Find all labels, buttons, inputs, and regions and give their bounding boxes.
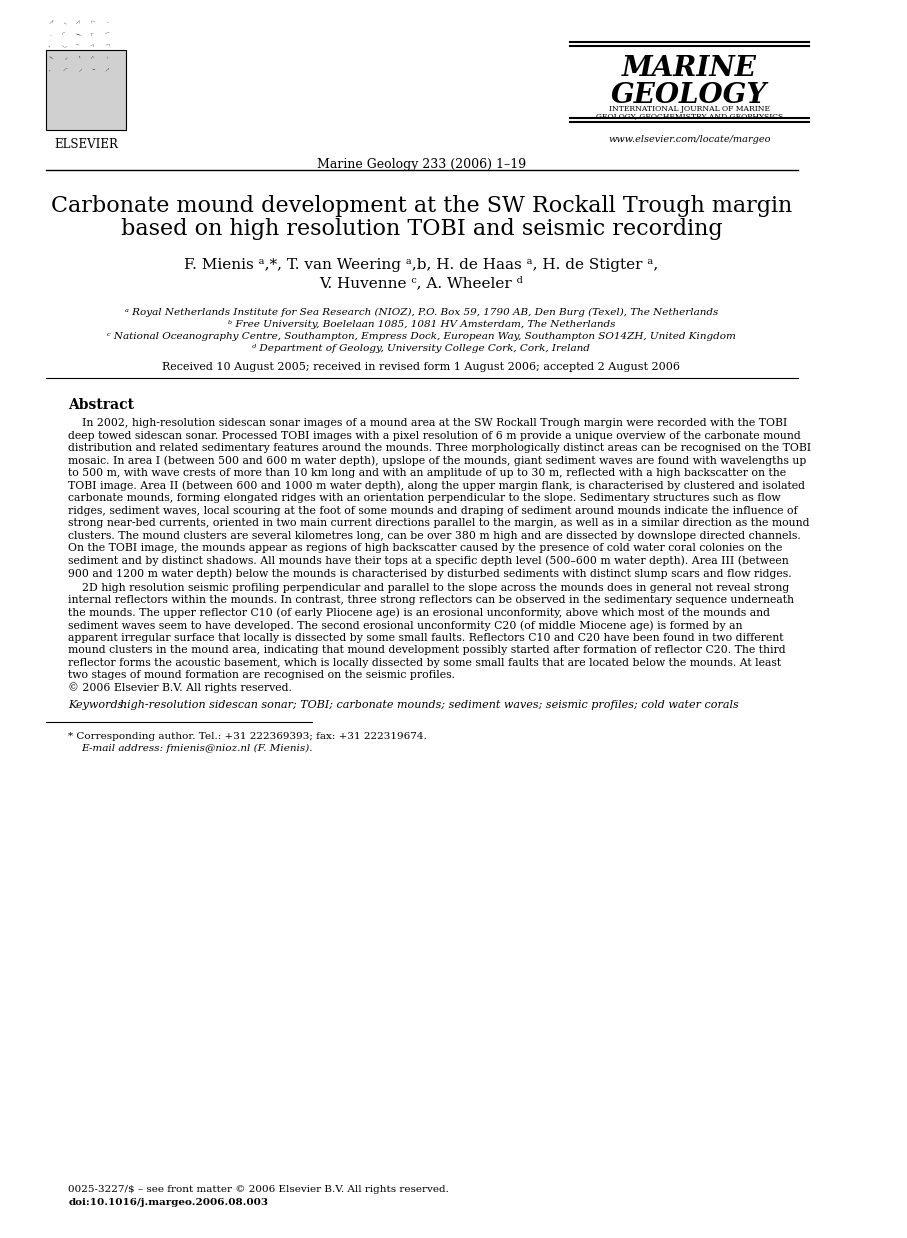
Text: 0025-3227/$ – see front matter © 2006 Elsevier B.V. All rights reserved.: 0025-3227/$ – see front matter © 2006 El… [68,1185,449,1193]
Text: * Corresponding author. Tel.: +31 222369393; fax: +31 222319674.: * Corresponding author. Tel.: +31 222369… [68,732,427,742]
Text: www.elsevier.com/locate/margeo: www.elsevier.com/locate/margeo [608,135,771,144]
Text: high-resolution sidescan sonar; TOBI; carbonate mounds; sediment waves; seismic : high-resolution sidescan sonar; TOBI; ca… [120,699,738,711]
Text: Received 10 August 2005; received in revised form 1 August 2006; accepted 2 Augu: Received 10 August 2005; received in rev… [162,361,680,371]
Text: mound clusters in the mound area, indicating that mound development possibly sta: mound clusters in the mound area, indica… [68,645,786,655]
Text: On the TOBI image, the mounds appear as regions of high backscatter caused by th: On the TOBI image, the mounds appear as … [68,543,783,553]
Text: © 2006 Elsevier B.V. All rights reserved.: © 2006 Elsevier B.V. All rights reserved… [68,682,292,693]
Text: clusters. The mound clusters are several kilometres long, can be over 380 m high: clusters. The mound clusters are several… [68,531,801,541]
Text: Keywords:: Keywords: [68,699,128,711]
Text: two stages of mound formation are recognised on the seismic profiles.: two stages of mound formation are recogn… [68,670,455,680]
Text: ᵇ Free University, Boelelaan 1085, 1081 HV Amsterdam, The Netherlands: ᵇ Free University, Boelelaan 1085, 1081 … [228,319,615,329]
Text: In 2002, high-resolution sidescan sonar images of a mound area at the SW Rockall: In 2002, high-resolution sidescan sonar … [82,418,787,428]
Text: the mounds. The upper reflector C10 (of early Pliocene age) is an erosional unco: the mounds. The upper reflector C10 (of … [68,608,770,618]
Text: doi:10.1016/j.margeo.2006.08.003: doi:10.1016/j.margeo.2006.08.003 [68,1198,268,1207]
Text: mosaic. In area I (between 500 and 600 m water depth), upslope of the mounds, gi: mosaic. In area I (between 500 and 600 m… [68,456,806,465]
Text: TOBI image. Area II (between 600 and 1000 m water depth), along the upper margin: TOBI image. Area II (between 600 and 100… [68,480,805,491]
Text: F. Mienis ᵃ,*, T. van Weering ᵃ,b, H. de Haas ᵃ, H. de Stigter ᵃ,: F. Mienis ᵃ,*, T. van Weering ᵃ,b, H. de… [184,258,658,272]
Text: 2D high resolution seismic profiling perpendicular and parallel to the slope acr: 2D high resolution seismic profiling per… [82,583,789,593]
Text: internal reflectors within the mounds. In contrast, three strong reflectors can : internal reflectors within the mounds. I… [68,595,795,605]
Text: ridges, sediment waves, local scouring at the foot of some mounds and draping of: ridges, sediment waves, local scouring a… [68,505,798,515]
Text: sediment waves seem to have developed. The second erosional unconformity C20 (of: sediment waves seem to have developed. T… [68,620,743,630]
Text: sediment and by distinct shadows. All mounds have their tops at a specific depth: sediment and by distinct shadows. All mo… [68,556,789,566]
Text: 900 and 1200 m water depth) below the mounds is characterised by disturbed sedim: 900 and 1200 m water depth) below the mo… [68,568,792,578]
Text: INTERNATIONAL JOURNAL OF MARINE: INTERNATIONAL JOURNAL OF MARINE [609,105,770,113]
Text: reflector forms the acoustic basement, which is locally dissected by some small : reflector forms the acoustic basement, w… [68,657,782,667]
Text: E-mail address: fmienis@nioz.nl (F. Mienis).: E-mail address: fmienis@nioz.nl (F. Mien… [82,744,313,753]
Bar [46,50,126,130]
Text: carbonate mounds, forming elongated ridges with an orientation perpendicular to : carbonate mounds, forming elongated ridg… [68,493,781,503]
Text: ᶜ National Oceanography Centre, Southampton, Empress Dock, European Way, Southam: ᶜ National Oceanography Centre, Southamp… [107,332,736,340]
Text: deep towed sidescan sonar. Processed TOBI images with a pixel resolution of 6 m : deep towed sidescan sonar. Processed TOB… [68,431,801,441]
Text: strong near-bed currents, oriented in two main current directions parallel to th: strong near-bed currents, oriented in tw… [68,517,810,527]
Text: apparent irregular surface that locally is dissected by some small faults. Refle: apparent irregular surface that locally … [68,633,784,643]
Text: ᵃ Royal Netherlands Institute for Sea Research (NIOZ), P.O. Box 59, 1790 AB, Den: ᵃ Royal Netherlands Institute for Sea Re… [125,308,718,317]
Text: GEOLOGY: GEOLOGY [611,82,767,109]
Text: Carbonate mound development at the SW Rockall Trough margin: Carbonate mound development at the SW Ro… [51,196,792,217]
Text: to 500 m, with wave crests of more than 10 km long and with an amplitude of up t: to 500 m, with wave crests of more than … [68,468,786,478]
Text: Marine Geology 233 (2006) 1–19: Marine Geology 233 (2006) 1–19 [317,158,526,171]
Text: GEOLOGY, GEOCHEMISTRY AND GEOPHYSICS: GEOLOGY, GEOCHEMISTRY AND GEOPHYSICS [596,111,783,120]
Text: ᵈ Department of Geology, University College Cork, Cork, Ireland: ᵈ Department of Geology, University Coll… [252,344,590,353]
Text: based on high resolution TOBI and seismic recording: based on high resolution TOBI and seismi… [121,218,722,240]
Text: V. Huvenne ᶜ, A. Wheeler ᵈ: V. Huvenne ᶜ, A. Wheeler ᵈ [319,276,523,290]
Text: distribution and related sedimentary features around the mounds. Three morpholog: distribution and related sedimentary fea… [68,443,812,453]
Text: Abstract: Abstract [68,397,134,412]
Text: ELSEVIER: ELSEVIER [54,137,118,151]
Text: MARINE: MARINE [622,54,756,82]
